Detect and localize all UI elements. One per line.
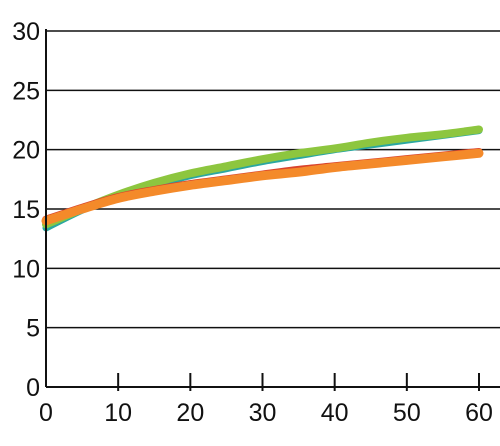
axes	[45, 29, 500, 391]
y-tick-label-10: 10	[12, 255, 40, 283]
x-tick-label-50: 50	[393, 399, 421, 427]
y-tick-label-25: 25	[12, 77, 40, 105]
x-tick-label-0: 0	[39, 399, 53, 427]
series-lines	[41, 125, 484, 232]
y-tick-label-20: 20	[12, 137, 40, 165]
x-tick-label-30: 30	[249, 399, 277, 427]
y-tick-label-30: 30	[12, 18, 40, 46]
x-tick-label-20: 20	[176, 399, 204, 427]
x-tick-label-60: 60	[465, 399, 493, 427]
x-axis-tick-labels: 0 10 20 30 40 50 60	[39, 399, 493, 427]
y-tick-label-15: 15	[12, 196, 40, 224]
y-axis-tick-labels: 0 5 10 15 20 25 30	[12, 18, 40, 402]
series-line-4	[41, 148, 484, 226]
y-tick-label-5: 5	[26, 315, 40, 343]
x-tick-label-10: 10	[104, 399, 132, 427]
y-tick-label-0: 0	[26, 374, 40, 402]
grid-lines	[46, 30, 500, 329]
x-tick-label-40: 40	[321, 399, 349, 427]
